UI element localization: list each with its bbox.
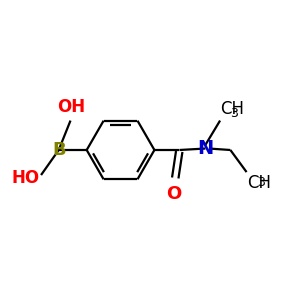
Text: 3: 3 bbox=[230, 107, 238, 120]
Text: B: B bbox=[52, 141, 65, 159]
Text: CH: CH bbox=[220, 100, 244, 118]
Text: CH: CH bbox=[247, 174, 271, 192]
Text: HO: HO bbox=[11, 169, 40, 187]
Text: N: N bbox=[197, 139, 214, 158]
Text: OH: OH bbox=[57, 98, 85, 116]
Text: 3: 3 bbox=[257, 176, 265, 189]
Text: O: O bbox=[166, 185, 181, 203]
